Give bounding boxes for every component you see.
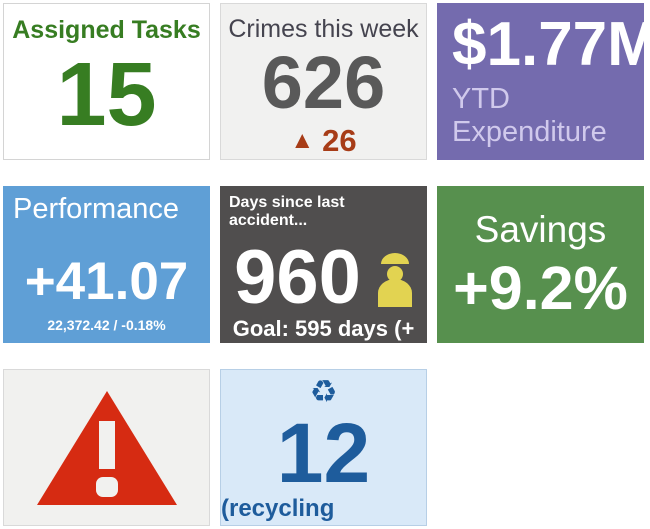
tile-assigned-tasks[interactable]: Assigned Tasks 15 (3, 3, 210, 160)
warning-triangle-icon (35, 389, 179, 507)
crimes-title: Crimes this week (228, 15, 419, 43)
recycling-value: 12 (276, 406, 371, 501)
performance-value: +41.07 (24, 252, 189, 311)
tile-recycling-depots[interactable]: ♻ 12 (recycling depots) (220, 369, 427, 526)
up-triangle-icon: ▲ (290, 127, 315, 154)
tile-warning[interactable] (3, 369, 210, 526)
crimes-delta: ▲ 26 (290, 123, 356, 159)
crimes-value: 626 (261, 41, 386, 124)
accident-value-row: 960 (220, 240, 427, 316)
tile-crimes-this-week[interactable]: Crimes this week 626 ▲ 26 (220, 3, 427, 160)
savings-title: Savings (474, 208, 607, 250)
empty-cell (437, 369, 644, 526)
worker-icon (377, 249, 413, 307)
expenditure-value: $1.77M (452, 10, 644, 79)
tile-savings[interactable]: Savings +9.2% (437, 186, 644, 343)
performance-title: Performance (13, 193, 180, 225)
crimes-delta-value: 26 (322, 123, 357, 158)
tile-performance[interactable]: Performance +41.07 22,372.42 / -0.18% (3, 186, 210, 343)
savings-value: +9.2% (453, 254, 628, 323)
tile-days-since-accident[interactable]: Days since last accident... 960 Goal: 59… (220, 186, 427, 343)
recycle-icon: ♻ (309, 374, 338, 410)
assigned-tasks-value: 15 (56, 45, 157, 145)
expenditure-label: YTD Expenditure (452, 83, 607, 148)
accident-title: Days since last accident... (229, 194, 345, 229)
accident-goal: Goal: 595 days (+ 161.3%) (232, 316, 415, 343)
assigned-tasks-title: Assigned Tasks (12, 16, 201, 44)
accident-value: 960 (234, 235, 361, 320)
performance-detail: 22,372.42 / -0.18% (47, 317, 166, 333)
tile-ytd-expenditure[interactable]: $1.77M YTD Expenditure (437, 3, 644, 160)
recycling-label: (recycling depots) (221, 495, 335, 525)
